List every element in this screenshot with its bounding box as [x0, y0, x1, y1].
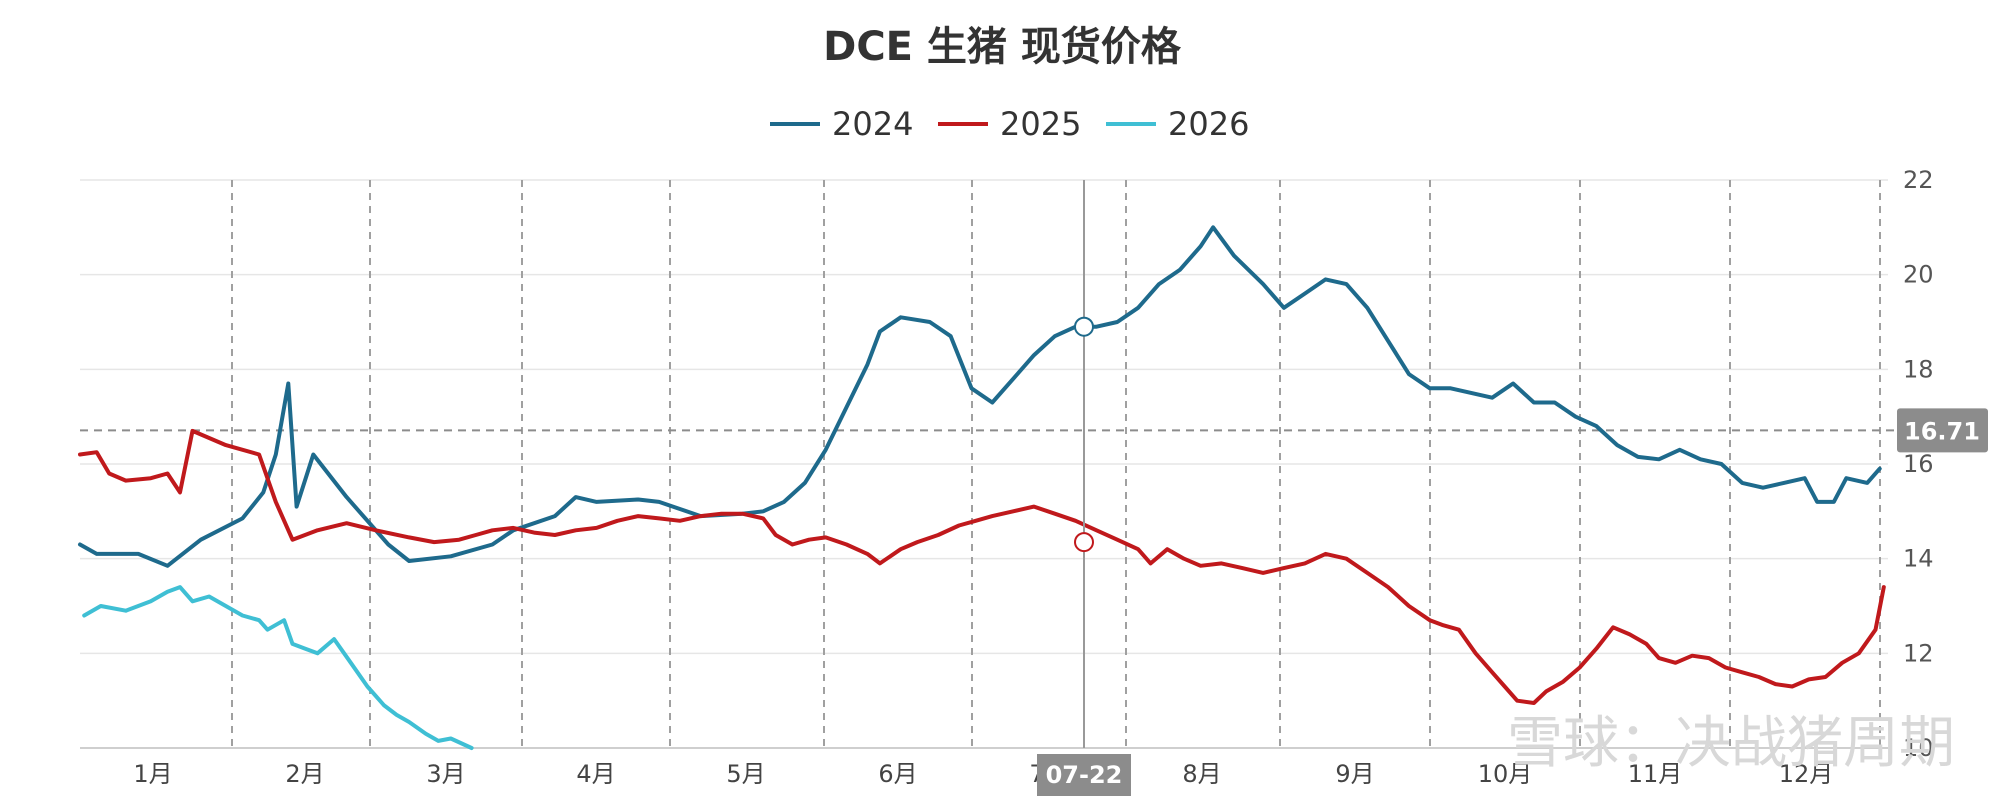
series-layer [78, 225, 1886, 750]
x-tick-label: 11月 [1628, 760, 1683, 788]
reference-value-tag [1897, 408, 1988, 453]
y-tick-label: 18 [1903, 355, 1934, 383]
x-tick-label: 9月 [1335, 760, 1374, 788]
y-tick-label: 22 [1903, 166, 1934, 194]
reference-value-label: 16.71 [1904, 417, 1980, 445]
cursor-date-label: 07-22 [1046, 761, 1123, 789]
y-tick-label: 20 [1903, 261, 1934, 289]
x-tick-label: 6月 [878, 760, 917, 788]
x-tick-label: 5月 [726, 760, 765, 788]
x-tick-label: 1月 [133, 760, 172, 788]
legend-item-2024[interactable]: 2024 [770, 105, 913, 143]
y-tick-label: 12 [1903, 639, 1934, 667]
cursor-marker-2024 [1074, 316, 1094, 337]
series-line-2026[interactable] [82, 585, 474, 750]
x-tick-label: 2月 [285, 760, 324, 788]
legend-item-2025[interactable]: 2025 [938, 105, 1081, 143]
cursor-crosshair: 07-22 [1037, 180, 1131, 796]
legend-label: 2025 [1000, 105, 1081, 143]
y-tick-label: 14 [1903, 545, 1934, 573]
watermark: 雪球：决战猪周期 [1507, 711, 1955, 776]
legend[interactable]: 2024 2025 2026 [770, 105, 1249, 143]
series-line-2024[interactable] [78, 225, 1882, 568]
chart-title: DCE 生猪 现货价格 [823, 24, 1182, 70]
x-tick-label: 4月 [576, 760, 615, 788]
series-line-2025[interactable] [78, 428, 1886, 705]
grid [80, 179, 1895, 749]
legend-label: 2026 [1168, 105, 1249, 143]
cursor-date-tag [1037, 754, 1131, 796]
legend-label: 2024 [832, 105, 913, 143]
x-tick-label: 10月 [1478, 760, 1533, 788]
x-tick-label: 12月 [1779, 760, 1834, 788]
y-tick-label: 16 [1903, 450, 1934, 478]
cursor-marker-2025 [1074, 532, 1094, 553]
x-tick-label: 3月 [426, 760, 465, 788]
y-tick-label: 10 [1903, 734, 1934, 762]
x-tick-label: 8月 [1182, 760, 1221, 788]
legend-item-2026[interactable]: 2026 [1106, 105, 1249, 143]
y-axis: 22 20 18 16 14 12 10 16.71 [1897, 166, 1988, 762]
